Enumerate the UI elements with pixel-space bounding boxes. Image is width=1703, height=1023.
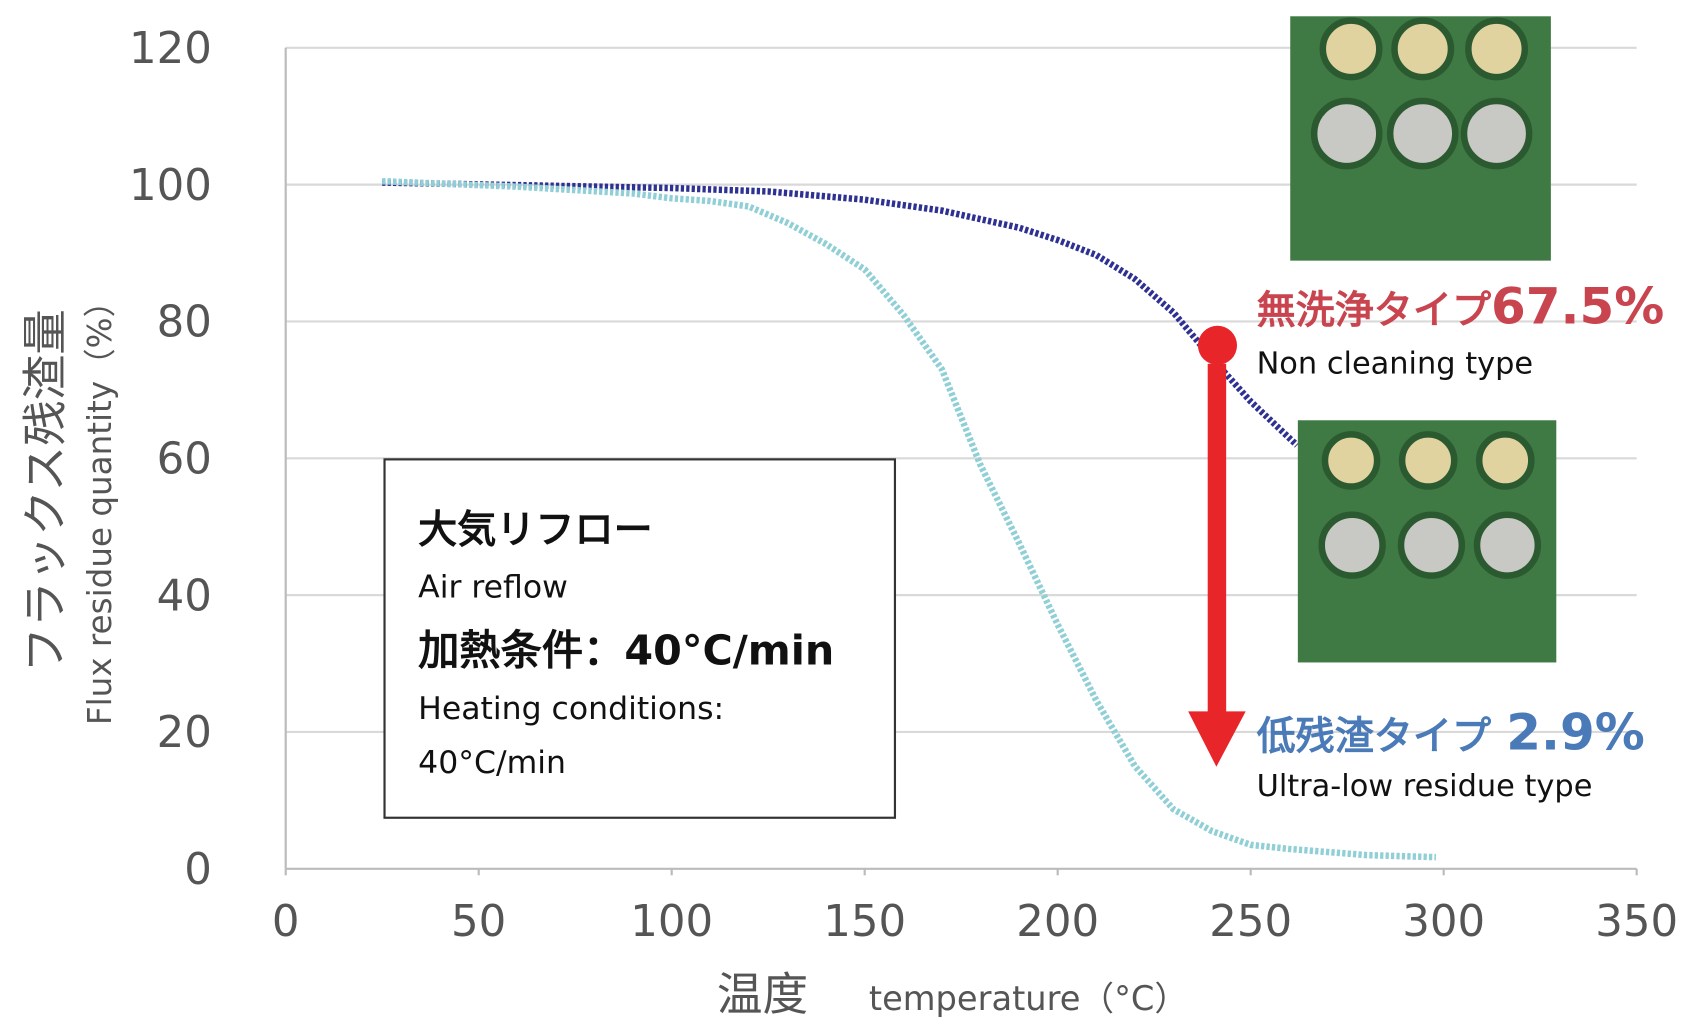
y-tick-label: 60 [157, 434, 212, 484]
chart: 大気リフロー Air reflow 加熱条件：40°C/min Heating … [0, 0, 1703, 1023]
annotation-sub: Non cleaning type [1257, 347, 1534, 382]
page: 大気リフロー Air reflow 加熱条件：40°C/min Heating … [0, 0, 1703, 1023]
x-tick-label: 200 [1016, 897, 1099, 947]
series-line [382, 183, 1297, 446]
annotation-label: 低残渣タイプ [1257, 714, 1492, 759]
box-text: Heating conditions: [418, 691, 724, 727]
photo [1298, 420, 1556, 662]
y-axis-title-en: Flux residue quantity（%） [81, 285, 119, 725]
annotation-value: 67.5% [1491, 278, 1664, 336]
y-tick-label: 120 [129, 24, 212, 74]
annotation-value: 2.9% [1506, 703, 1645, 761]
x-tick-label: 250 [1209, 897, 1292, 947]
x-tick-label: 50 [451, 897, 506, 947]
arrow [1208, 364, 1226, 714]
photo [1290, 16, 1551, 260]
x-tick-label: 350 [1595, 897, 1678, 947]
annotation: 低残渣タイプ 2.9% [1257, 703, 1645, 761]
box-text: 40°C/min [418, 745, 566, 781]
x-tick-label: 0 [272, 897, 300, 947]
y-tick-label: 40 [157, 571, 212, 621]
annotation: 無洗浄タイプ67.5% [1257, 278, 1665, 336]
annotation-sub: Ultra-low residue type [1257, 769, 1593, 804]
y-tick-label: 0 [184, 845, 212, 895]
box-text: Air reflow [418, 569, 568, 605]
arrow-head [1188, 711, 1246, 766]
x-axis-title-en: temperature（°C） [869, 979, 1188, 1018]
box-text: 大気リフロー [418, 508, 652, 553]
box-text: 加熱条件：40°C/min [418, 627, 834, 675]
y-tick-label: 80 [157, 298, 212, 348]
y-axis-title: フラックス残渣量 [19, 309, 72, 673]
annotation-label: 無洗浄タイプ [1257, 289, 1492, 334]
y-tick-label: 20 [157, 708, 212, 758]
x-tick-label: 300 [1402, 897, 1485, 947]
point-marker [1198, 326, 1237, 365]
x-axis-title: 温度 [717, 968, 808, 1021]
x-tick-label: 150 [823, 897, 906, 947]
y-tick-label: 100 [129, 161, 212, 211]
x-tick-label: 100 [630, 897, 713, 947]
